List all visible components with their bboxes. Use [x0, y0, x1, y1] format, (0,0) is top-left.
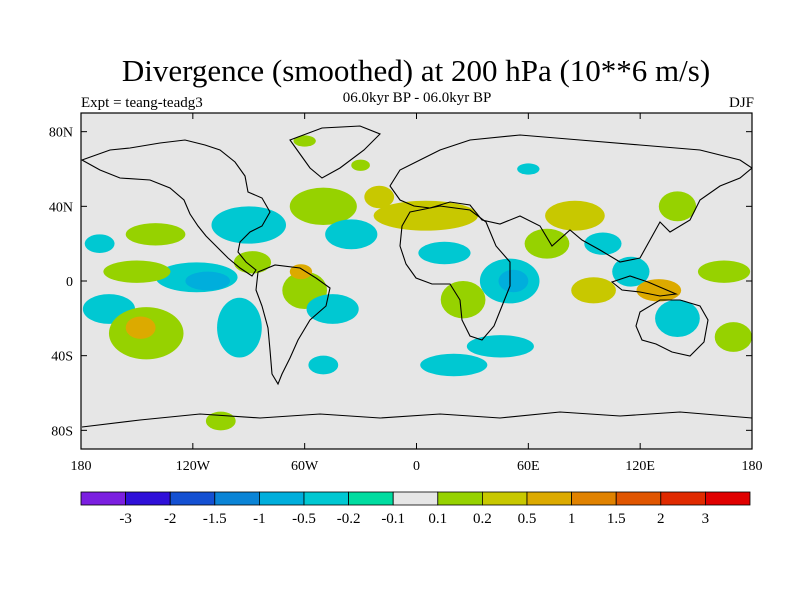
divergence-region	[420, 353, 488, 377]
divergence-region	[466, 335, 534, 358]
color-legend-label: -0.5	[292, 511, 316, 527]
divergence-region	[351, 159, 370, 171]
experiment-label: Expt = teang-teadg3	[81, 95, 203, 111]
map-title: Divergence (smoothed) at 200 hPa (10**6 …	[122, 53, 710, 88]
divergence-region	[293, 135, 316, 147]
color-legend-label: -0.2	[337, 511, 361, 527]
coastline-south-america	[255, 264, 331, 386]
divergence-region	[306, 294, 359, 324]
divergence-field	[82, 135, 752, 431]
x-tick-label: 0	[413, 459, 420, 474]
color-legend-swatch	[481, 491, 528, 506]
divergence-region	[217, 297, 262, 358]
divergence-region	[289, 187, 357, 225]
coastline-greenland	[289, 125, 381, 179]
divergence-region	[655, 299, 700, 338]
season-label: DJF	[729, 95, 754, 111]
color-legend-swatch	[169, 491, 216, 506]
color-legend-swatch	[392, 491, 439, 506]
y-tick-label: 80S	[51, 424, 73, 439]
divergence-region	[714, 322, 752, 352]
color-legend-swatch	[80, 491, 126, 506]
color-legend-label: -0.1	[381, 511, 405, 527]
color-legend-label: -3	[119, 511, 132, 527]
color-legend-label: 1	[568, 511, 576, 527]
map-axes: 180 120W 60W 0 60E 120E 180 80N 40N 0 40S 80S	[49, 113, 763, 474]
color-legend-swatch	[705, 491, 751, 506]
divergence-region	[584, 232, 622, 255]
x-tick-label: 60E	[517, 459, 540, 474]
x-tick-label: 120W	[176, 459, 211, 474]
coastline-north-america	[81, 139, 271, 277]
color-legend: -3 -2 -1.5 -1 -0.5 -0.2 -0.1 0.1 0.2 0.5 1 1.5 2 3	[80, 491, 751, 527]
divergence-region	[289, 264, 313, 280]
divergence-region	[517, 163, 540, 175]
y-tick-label: 40S	[51, 350, 73, 365]
divergence-region	[125, 316, 156, 339]
divergence-region	[418, 241, 471, 265]
divergence-region	[658, 191, 697, 222]
color-legend-label: -2	[164, 511, 177, 527]
color-legend-swatch	[214, 491, 260, 506]
x-tick-label: 120E	[625, 459, 655, 474]
color-legend-swatch	[571, 491, 617, 506]
divergence-region	[697, 260, 751, 283]
x-tick-label: 180	[742, 459, 763, 474]
divergence-region	[364, 185, 395, 209]
color-legend-swatch	[615, 491, 662, 506]
color-legend-swatch	[303, 491, 349, 506]
y-tick-label: 0	[66, 275, 73, 290]
coastline-antarctica	[81, 411, 752, 428]
divergence-region	[84, 234, 115, 254]
y-tick-label: 40N	[49, 200, 73, 215]
divergence-region	[498, 269, 529, 293]
x-tick-label: 60W	[291, 459, 319, 474]
divergence-region	[545, 200, 605, 231]
y-tick-label: 80N	[49, 126, 73, 141]
divergence-region	[440, 281, 486, 319]
color-legend-swatch	[526, 491, 572, 506]
divergence-region	[571, 277, 616, 304]
divergence-region	[373, 200, 479, 231]
color-legend-swatch	[258, 491, 305, 506]
divergence-region	[325, 219, 378, 250]
coastlines	[81, 125, 752, 428]
divergence-region	[636, 279, 682, 302]
color-legend-swatch	[348, 491, 394, 506]
divergence-region	[308, 355, 339, 375]
divergence-region	[103, 260, 171, 283]
coastline-maritime-continent	[610, 275, 679, 297]
color-legend-label: 1.5	[607, 511, 626, 527]
color-legend-label: 3	[702, 511, 710, 527]
x-tick-label: 180	[71, 459, 92, 474]
color-legend-label: 2	[657, 511, 665, 527]
color-legend-label: 0.1	[428, 511, 447, 527]
color-legend-swatch	[125, 491, 171, 506]
divergence-region	[211, 206, 287, 244]
color-legend-label: -1.5	[203, 511, 227, 527]
color-legend-swatch	[437, 491, 483, 506]
color-legend-label: 0.2	[473, 511, 492, 527]
color-legend-swatch	[660, 491, 706, 506]
period-label: 06.0kyr BP - 06.0kyr BP	[343, 90, 492, 106]
divergence-region	[125, 223, 186, 246]
coastline-africa	[399, 205, 511, 341]
coastline-eurasia	[389, 134, 752, 263]
divergence-region	[524, 228, 570, 259]
color-legend-label: 0.5	[518, 511, 537, 527]
coastline-australia	[635, 299, 709, 357]
divergence-region	[185, 271, 231, 291]
color-legend-label: -1	[253, 511, 266, 527]
divergence-region	[233, 251, 272, 274]
